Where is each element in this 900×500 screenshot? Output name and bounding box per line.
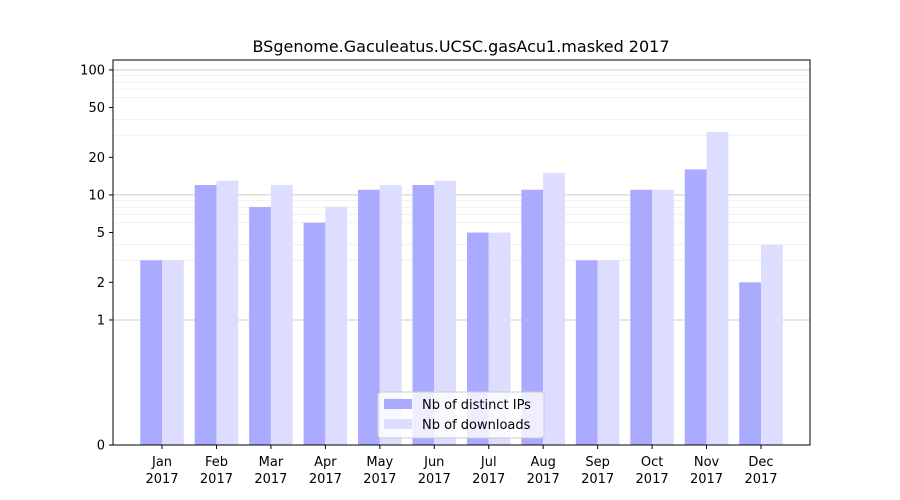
bar-downloads <box>543 172 565 445</box>
x-tick-label-year: 2017 <box>527 472 560 487</box>
y-tick-label: 50 <box>88 101 105 116</box>
y-tick-label: 100 <box>80 63 105 78</box>
x-tick-label-month: Oct <box>641 455 663 470</box>
bar-downloads <box>760 244 783 445</box>
bar-distinct-ips <box>140 260 163 445</box>
legend-label: Nb of distinct IPs <box>422 398 531 413</box>
chart-title: BSgenome.Gaculeatus.UCSC.gasAcu1.masked … <box>252 37 669 56</box>
x-tick-label-month: Mar <box>259 455 284 470</box>
bar-distinct-ips <box>358 189 380 445</box>
x-tick-label-year: 2017 <box>690 472 723 487</box>
bar-downloads <box>325 207 348 445</box>
y-tick-label: 5 <box>97 226 105 241</box>
legend-swatch <box>384 419 412 429</box>
x-tick-label-year: 2017 <box>363 472 396 487</box>
bars <box>140 131 783 445</box>
y-axis: 0 1 2 5 10 20 50 100 <box>80 63 113 454</box>
bar-downloads <box>270 185 293 445</box>
y-tick-label: 2 <box>97 276 105 291</box>
bar-downloads <box>597 260 620 445</box>
bar-distinct-ips <box>249 207 271 445</box>
x-tick-label-month: Jun <box>423 455 444 470</box>
legend-swatch <box>384 399 412 409</box>
bar-downloads <box>706 131 729 445</box>
x-tick-label-year: 2017 <box>145 472 178 487</box>
legend-box <box>377 391 545 439</box>
x-tick-label-month: Jul <box>480 455 497 470</box>
x-tick-label-year: 2017 <box>309 472 342 487</box>
bar-distinct-ips <box>684 169 707 445</box>
x-tick-label-month: Aug <box>530 455 555 470</box>
x-tick-label-month: Dec <box>748 455 773 470</box>
x-tick-label-month: Nov <box>694 455 720 470</box>
bar-distinct-ips <box>630 189 653 445</box>
y-tick-label: 0 <box>97 439 105 454</box>
bar-downloads <box>379 185 402 445</box>
bar-distinct-ips <box>739 282 761 445</box>
bar-downloads <box>434 180 457 445</box>
bar-downloads <box>162 260 184 445</box>
plot-frame <box>112 59 811 446</box>
x-tick-label-year: 2017 <box>581 472 614 487</box>
x-tick-label-year: 2017 <box>254 472 287 487</box>
x-tick-label-month: Sep <box>585 455 610 470</box>
bar-distinct-ips <box>303 222 326 445</box>
x-tick-label-year: 2017 <box>744 472 777 487</box>
y-tick-label: 10 <box>88 188 105 203</box>
x-tick-label-year: 2017 <box>200 472 233 487</box>
x-axis: Jan 2017 Feb 2017 Mar 2017 Apr 2017 May 2017 Jun 20… <box>145 445 778 487</box>
legend: Nb of distinct IPs Nb of downloads <box>377 391 545 439</box>
x-tick-label-month: Apr <box>314 455 337 470</box>
bar-distinct-ips <box>521 189 544 445</box>
x-tick-label-month: Jan <box>151 455 172 470</box>
bar-distinct-ips <box>194 185 217 445</box>
x-tick-label-month: May <box>366 455 393 470</box>
x-tick-label-year: 2017 <box>636 472 669 487</box>
bar-downloads <box>652 189 674 445</box>
bar-downloads <box>216 180 239 445</box>
bar-distinct-ips <box>412 185 435 445</box>
y-tick-label: 1 <box>97 313 105 328</box>
x-tick-label-year: 2017 <box>418 472 451 487</box>
x-tick-label-month: Feb <box>205 455 228 470</box>
y-tick-label: 20 <box>88 151 105 166</box>
bar-distinct-ips <box>575 260 598 445</box>
legend-label: Nb of downloads <box>422 418 531 433</box>
x-tick-label-year: 2017 <box>472 472 505 487</box>
